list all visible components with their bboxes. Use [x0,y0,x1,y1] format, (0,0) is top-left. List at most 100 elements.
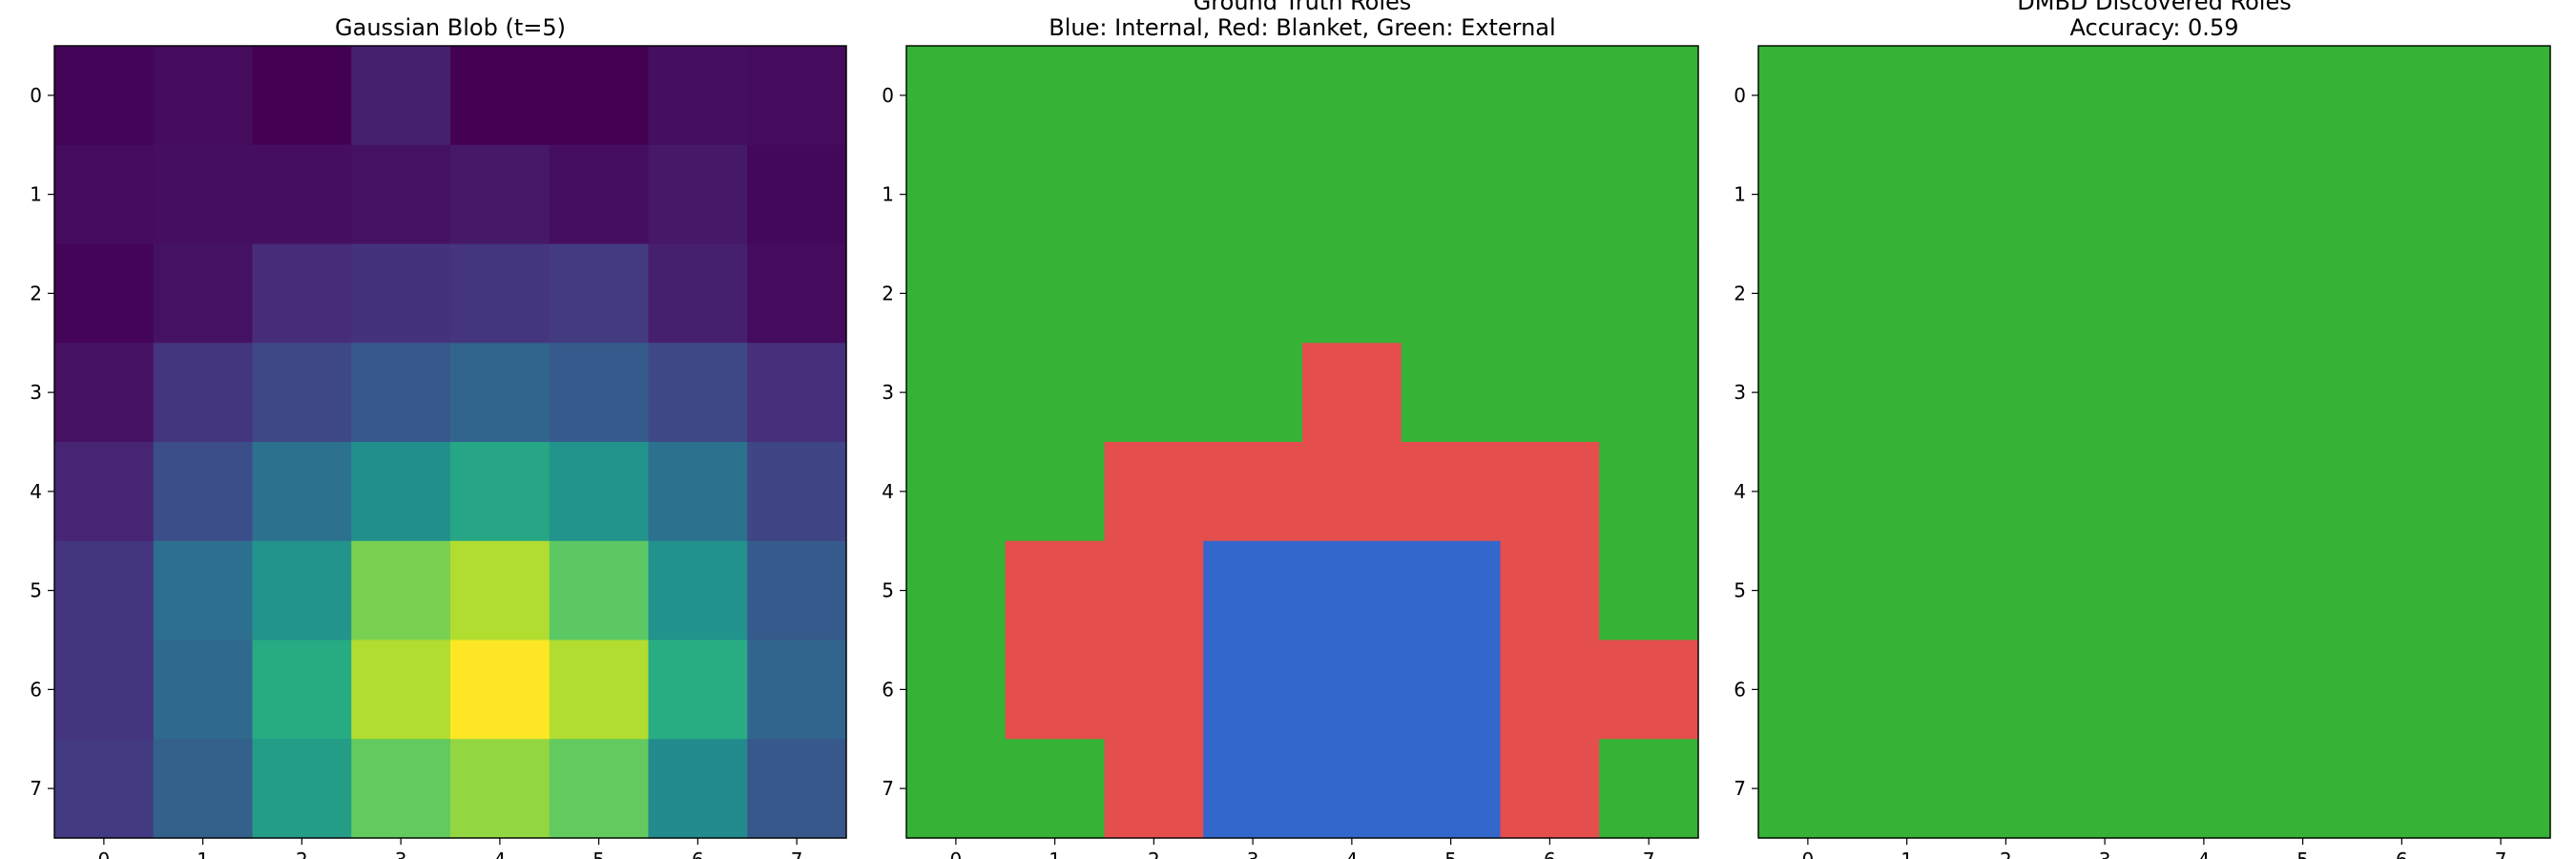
chart-title-line-1: Gaussian Blob (t=5) [335,14,566,41]
heatmap-cell [1401,144,1502,245]
heatmap-cell [747,46,847,146]
heatmap-cell [450,540,551,641]
heatmap-cell [153,46,254,146]
heatmap-cell [747,639,847,740]
heatmap-cell [2451,343,2551,443]
heatmap-cell [1203,639,1303,740]
heatmap-cell [1104,540,1204,641]
heatmap-cell [2352,639,2452,740]
heatmap-cell [2055,540,2155,641]
heatmap-cell [153,343,254,443]
heatmap-cell [1005,540,1106,641]
heatmap-cell [2352,343,2452,443]
heatmap-cell [252,144,352,245]
heatmap-cell [747,739,847,839]
heatmap-cell [1758,639,1859,740]
heatmap-cell [1302,739,1402,839]
chart-panel-3: 0 1 2 3 4 5 6 7 0 1 2 3 4 5 6 7 DMBD Discovered RolesAcc… [1734,0,2551,859]
heatmap-cell [1599,144,1699,245]
x-tick-label: 1 [1901,849,1913,859]
heatmap-cell [153,144,254,245]
heatmap-cell [2154,442,2254,542]
heatmap-cell [2352,442,2452,542]
heatmap-cell [351,343,451,443]
heatmap-cell [153,540,254,641]
heatmap-cell [1203,442,1303,542]
heatmap-cell [1203,739,1303,839]
heatmap-cell [1500,343,1600,443]
heatmap-cell [1104,639,1204,740]
heatmap-cell [1401,739,1502,839]
heatmap-cell [2253,540,2354,641]
chart-title-line-2: Accuracy: 0.59 [2070,14,2239,41]
heatmap-cell [450,144,551,245]
heatmap-cell [351,739,451,839]
heatmap-cell [1956,243,2056,344]
heatmap-cell [1302,144,1402,245]
heatmap-cell [153,639,254,740]
heatmap-cell [906,343,1007,443]
heatmap-cell [747,144,847,245]
y-tick-label: 3 [30,381,42,404]
y-tick-label: 5 [882,579,894,602]
heatmap-cell [54,739,155,839]
heatmap-cell [1956,144,2056,245]
heatmap-cell [1758,540,1859,641]
heatmap-cell [450,739,551,839]
heatmap-cell [2253,739,2354,839]
heatmap-cell [2451,739,2551,839]
heatmap-cell [2154,243,2254,344]
heatmap-cell [1005,144,1106,245]
heatmap-cell [2154,739,2254,839]
chart-title-line-1: Ground Truth Roles [1194,0,1412,15]
x-tick-label: 5 [2296,849,2309,859]
heatmap-cell [1401,540,1502,641]
heatmap-cell [1500,739,1600,839]
heatmap-cell [54,243,155,344]
heatmap-cell [648,442,748,542]
heatmap-cell [351,442,451,542]
heatmap-cell [1758,46,1859,146]
heatmap-cell [1401,46,1502,146]
heatmap-cell [1302,540,1402,641]
heatmap-cell [2253,639,2354,740]
heatmap-cell [1302,639,1402,740]
heatmap-cell [2352,46,2452,146]
heatmap-cell [1005,442,1106,542]
heatmap-cell [351,46,451,146]
heatmap-cell [1857,243,1958,344]
heatmap-cell [2154,540,2254,641]
heatmap-cell [54,343,155,443]
x-tick-label: 0 [950,849,963,859]
chart-title-line-1: DMBD Discovered Roles [2017,0,2291,15]
heatmap-cell [1758,144,1859,245]
heatmap-cell [1500,46,1600,146]
heatmap-cell [2055,144,2155,245]
y-tick-label: 0 [30,84,42,107]
heatmap-cell [1500,144,1600,245]
heatmap-cell [1203,144,1303,245]
heatmap-cell [648,739,748,839]
heatmap-cell [1401,243,1502,344]
x-tick-label: 2 [296,849,308,859]
y-tick-label: 5 [1734,579,1746,602]
heatmap-cell [2352,243,2452,344]
plot-frame [53,45,847,839]
heatmap-cell [450,639,551,740]
y-tick-label: 0 [882,84,894,107]
heatmap-cell [54,46,155,146]
heatmap-cell [450,243,551,344]
heatmap-cell [549,540,650,641]
heatmap-cell [252,243,352,344]
x-tick-label: 6 [1544,849,1556,859]
heatmap-cell [2154,639,2254,740]
heatmap-cell [1500,540,1600,641]
chart-title-line-2: Blue: Internal, Red: Blanket, Green: Ext… [1049,14,1555,41]
x-tick-label: 0 [98,849,111,859]
heatmap-cell [549,243,650,344]
heatmap-cell [351,540,451,641]
y-tick-label: 4 [30,480,42,503]
heatmap-cell [1956,343,2056,443]
heatmap-cell [1500,639,1600,740]
heatmap-cell [2253,343,2354,443]
